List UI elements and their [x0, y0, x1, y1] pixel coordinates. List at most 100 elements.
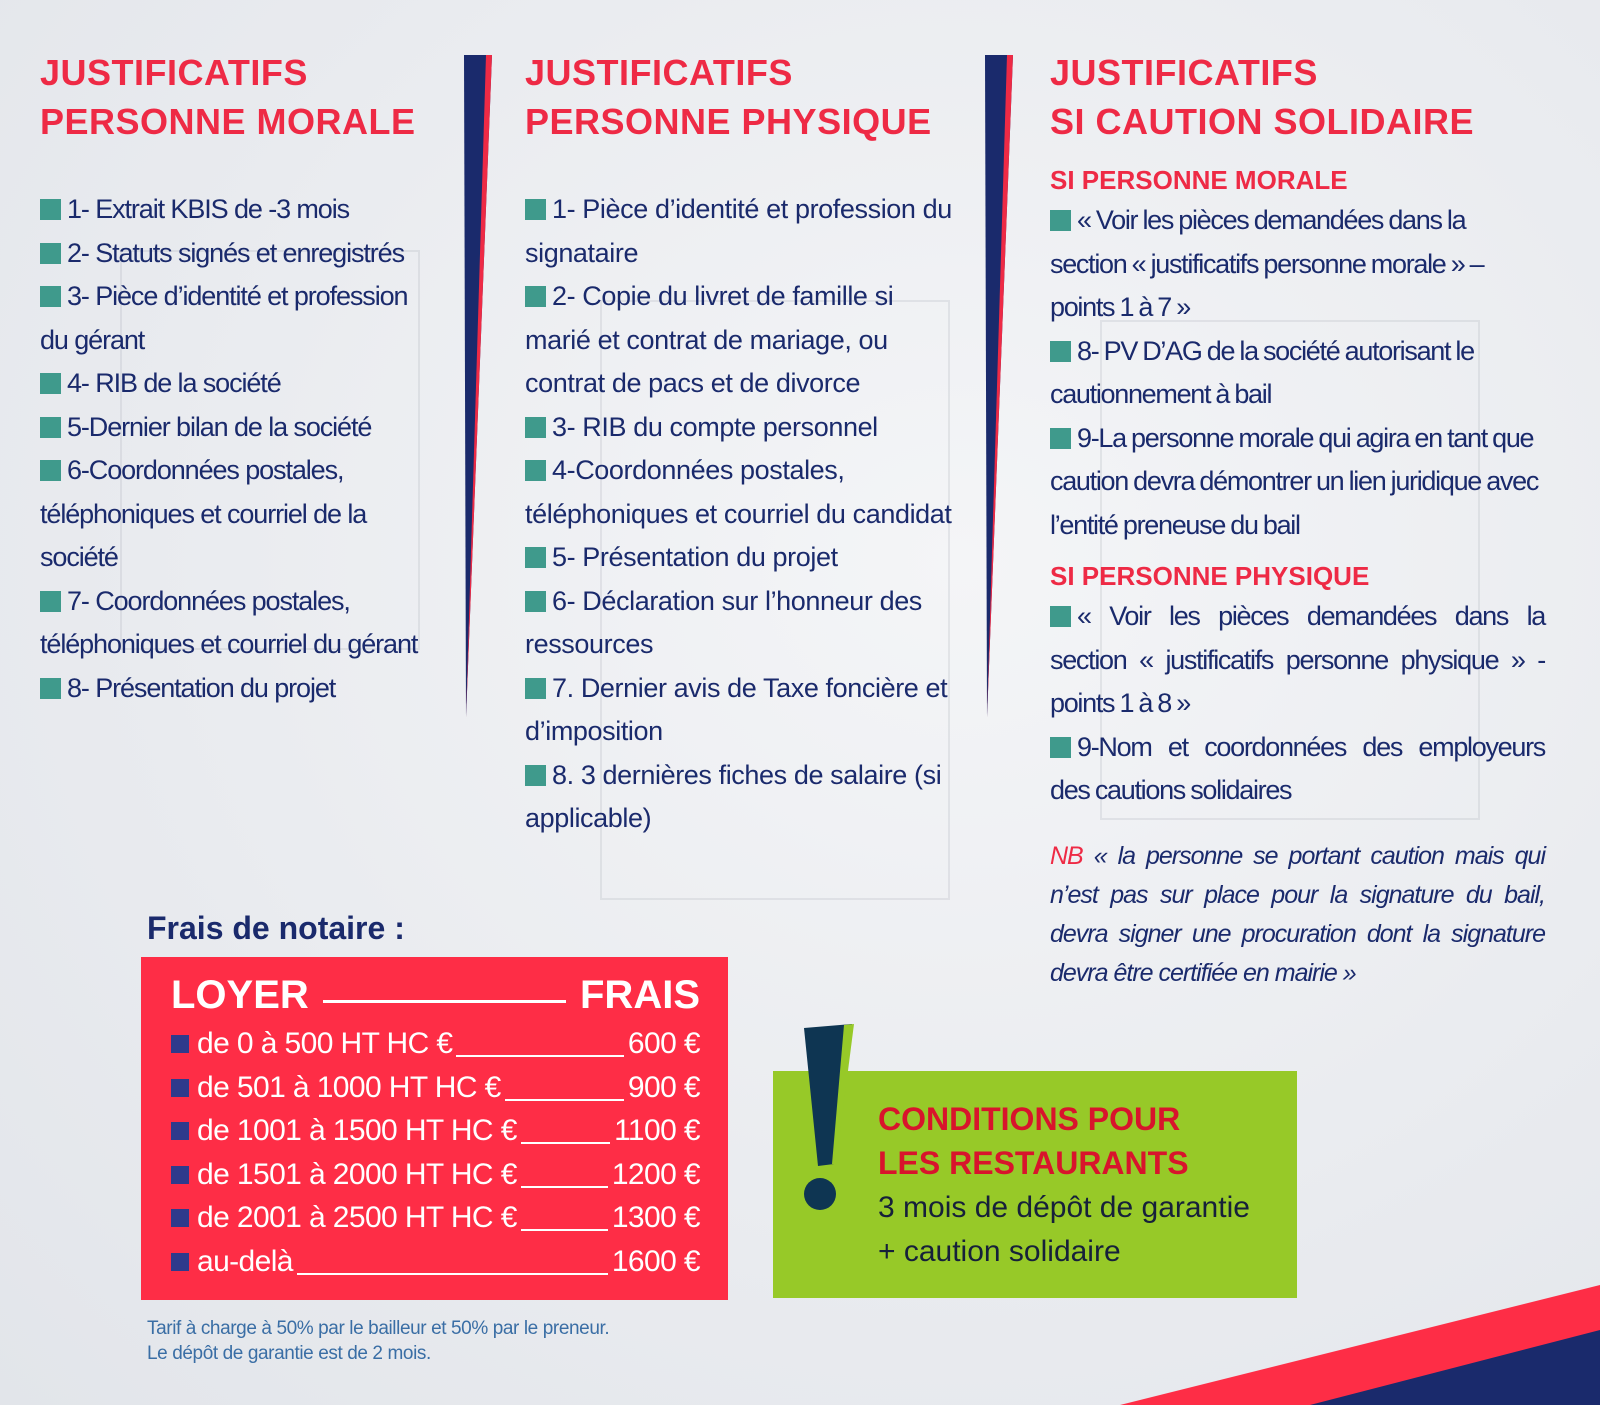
restaurants-title-line1: CONDITIONS POUR [878, 1101, 1181, 1137]
bullet-square-icon [171, 1035, 189, 1053]
col2-list: 1- Pièce d’identité et profession du sig… [525, 188, 955, 841]
frais-row: de 1001 à 1500 HT HC € 1100 € [171, 1114, 701, 1148]
list-item: 6-Coordonnées postales, téléphoniques et… [40, 449, 440, 580]
list-item: 8- PV D’AG de la société autorisant le c… [1050, 330, 1545, 417]
list-item: 5-Dernier bilan de la société [40, 406, 440, 450]
col3-list-physique: « Voir les pièces demandées dans la sect… [1050, 595, 1546, 813]
list-item: 4- RIB de la société [40, 362, 440, 406]
frais-row: de 501 à 1000 HT HC € 900 € [171, 1070, 701, 1105]
frais-fee: 600 € [627, 1027, 701, 1060]
background-blueprint [120, 250, 420, 650]
nb-note: NB « la personne se portant caution mais… [1050, 837, 1546, 993]
list-item-text: 9-La personne morale qui agira en tant q… [1050, 422, 1539, 540]
bullet-square-icon [171, 1165, 189, 1184]
frais-fee: 1100 € [614, 1114, 701, 1147]
bullet-square-icon [40, 590, 61, 612]
bullet-square-icon [1050, 210, 1071, 231]
col2-title-line1: JUSTIFICATIFS [525, 52, 793, 93]
frais-table: LOYER FRAIS de 0 à 500 HT HC € 600 € de 50… [141, 957, 728, 1300]
leader-line [520, 1205, 608, 1231]
frais-fee: 1200 € [611, 1157, 701, 1191]
col2-title: JUSTIFICATIFS PERSONNE PHYSIQUE [525, 48, 932, 146]
col3-title-line1: JUSTIFICATIFS [1050, 52, 1318, 93]
list-item-text: « Voir les pièces demandées dans la sect… [1050, 601, 1546, 718]
list-item-text: 8- Présentation du projet [67, 672, 336, 703]
col2-title-line2: PERSONNE PHYSIQUE [525, 101, 932, 142]
background-blueprint [1100, 320, 1480, 820]
bullet-square-icon [40, 286, 61, 307]
list-item-text: 8- PV D’AG de la société autorisant le c… [1050, 335, 1475, 410]
column-divider [985, 55, 1013, 717]
exclamation-icon [804, 1024, 854, 1210]
list-item-text: 3- RIB du compte personnel [552, 411, 878, 442]
frais-range: de 501 à 1000 HT HC € [197, 1070, 501, 1104]
bullet-square-icon [525, 286, 546, 307]
bullet-square-icon [171, 1252, 189, 1271]
frais-row: de 1501 à 2000 HT HC € 1200 € [171, 1157, 701, 1192]
list-item: 2- Statuts signés et enregistrés [40, 232, 440, 276]
header-loyer: LOYER [171, 973, 309, 1017]
frais-range: de 1001 à 1500 HT HC € [197, 1114, 517, 1147]
list-item: 2- Copie du livret de famille si marié e… [525, 275, 955, 406]
note-depot: Le dépôt de garantie est de 2 mois. [147, 1343, 431, 1364]
list-item-text: 1- Extrait KBIS de -3 mois [67, 194, 350, 224]
col3-content: SI PERSONNE MORALE « Voir les pièces dem… [1050, 165, 1546, 993]
frais-range: de 0 à 500 HT HC € [197, 1027, 453, 1060]
bullet-square-icon [525, 677, 546, 699]
col3-subtitle-morale: SI PERSONNE MORALE [1050, 165, 1348, 195]
frais-row: au-delà 1600 € [171, 1245, 701, 1279]
col1-list: 1- Extrait KBIS de -3 mois 2- Statuts sig… [40, 188, 440, 710]
bullet-square-icon [40, 677, 61, 699]
bullet-square-icon [525, 764, 546, 786]
frais-row: de 2001 à 2500 HT HC € 1300 € [171, 1201, 701, 1235]
list-item-text: 9-Nom et coordonnées des employeurs des … [1050, 731, 1546, 806]
leader-line [520, 1162, 608, 1188]
list-item-text: 2- Statuts signés et enregistrés [67, 237, 405, 268]
col3-list-morale: « Voir les pièces demandées dans la sect… [1050, 199, 1545, 547]
list-item-text: « Voir les pièces demandées dans la sect… [1050, 205, 1485, 322]
bullet-square-icon [525, 547, 546, 568]
list-item-text: 8. 3 dernières fiches de salaire (si app… [525, 759, 942, 834]
frais-row: de 0 à 500 HT HC € 600 € [171, 1027, 701, 1061]
list-item-text: 7. Dernier avis de Taxe foncière et d’im… [525, 672, 948, 747]
corner-stripes [1120, 1285, 1600, 1405]
header-rule [322, 973, 566, 1003]
restaurants-box [773, 1071, 1297, 1298]
nb-label: NB [1050, 841, 1084, 870]
frais-header: LOYER FRAIS [171, 973, 700, 1018]
column-divider [464, 55, 492, 717]
col3-title-line2: SI CAUTION SOLIDAIRE [1050, 101, 1475, 142]
bullet-square-icon [40, 199, 61, 220]
list-item: 9-La personne morale qui agira en tant q… [1050, 417, 1545, 548]
leader-line [456, 1031, 624, 1057]
list-item-text: 1- Pièce d’identité et profession du sig… [525, 194, 952, 268]
list-item: 8. 3 dernières fiches de salaire (si app… [525, 754, 955, 841]
bullet-square-icon [40, 460, 61, 481]
list-item: 3- RIB du compte personnel [525, 406, 955, 450]
bullet-square-icon [1050, 427, 1071, 449]
bullet-square-icon [171, 1078, 189, 1097]
list-item: 1- Pièce d’identité et profession du sig… [525, 188, 955, 275]
bullet-square-icon [525, 590, 546, 612]
col3-title: JUSTIFICATIFS SI CAUTION SOLIDAIRE [1050, 48, 1474, 146]
frais-range: de 1501 à 2000 HT HC € [197, 1157, 517, 1191]
frais-fee: 900 € [627, 1070, 701, 1104]
col1-title-line2: PERSONNE MORALE [40, 101, 416, 142]
note-tarif: Tarif à charge à 50% par le bailleur et … [147, 1318, 610, 1339]
background-blueprint [600, 300, 950, 900]
frais-title: Frais de notaire : [147, 910, 405, 946]
bullet-square-icon [171, 1209, 189, 1227]
bullet-square-icon [171, 1122, 189, 1140]
leader-line [296, 1249, 608, 1275]
list-item: 9-Nom et coordonnées des employeurs des … [1050, 726, 1546, 813]
restaurants-conditions: 3 mois de dépôt de garantie + caution so… [878, 1186, 1250, 1274]
list-item-text: 4- RIB de la société [67, 368, 282, 398]
col1-title-line1: JUSTIFICATIFS [40, 52, 308, 93]
leader-line [504, 1075, 624, 1101]
bullet-square-icon [525, 416, 546, 438]
list-item-text: 2- Copie du livret de famille si marié e… [525, 281, 894, 398]
list-item: « Voir les pièces demandées dans la sect… [1050, 199, 1545, 330]
leader-line [520, 1118, 611, 1144]
bullet-square-icon [1050, 340, 1071, 362]
list-item-text: 5- Présentation du projet [552, 542, 838, 572]
